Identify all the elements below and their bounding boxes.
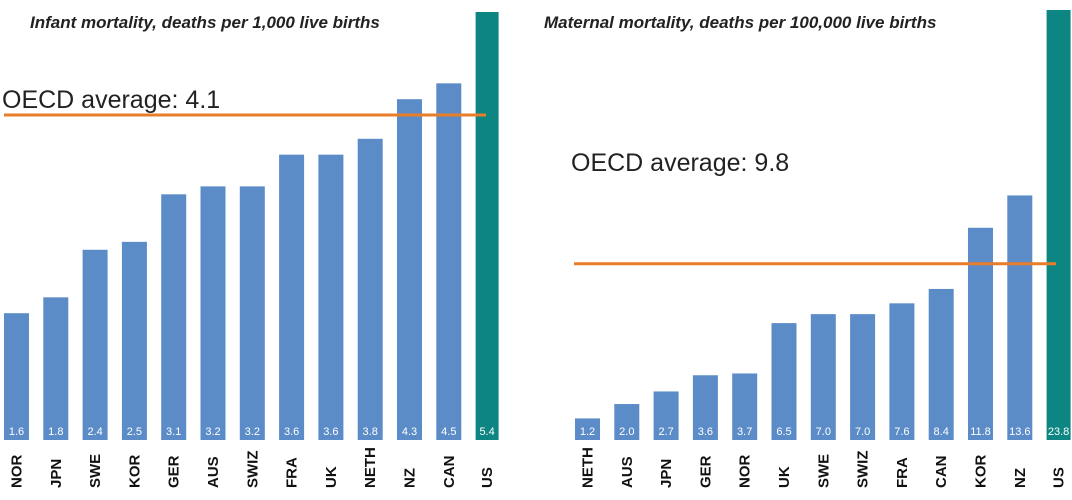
infant-bar-nor	[4, 313, 29, 440]
maternal-tick-nor: NOR	[737, 455, 754, 489]
infant-value-label-uk: 3.6	[323, 426, 338, 438]
infant-value-label-jpn: 1.8	[48, 426, 63, 438]
maternal-bar-swiz	[850, 314, 876, 440]
maternal-value-label-nz: 13.6	[1009, 426, 1030, 438]
maternal-tick-aus: AUS	[619, 456, 636, 488]
maternal-tick-jpn: JPN	[658, 459, 675, 488]
maternal-value-label-neth: 1.2	[580, 426, 595, 438]
maternal-tick-ger: GER	[697, 455, 714, 488]
maternal-value-label-swiz: 7.0	[855, 426, 870, 438]
maternal-value-label-jpn: 2.7	[658, 426, 673, 438]
infant-tick-ger: GER	[166, 455, 183, 488]
maternal-mortality-panel: Maternal mortality, deaths per 100,000 l…	[544, 10, 1071, 488]
infant-value-label-ger: 3.1	[166, 426, 181, 438]
infant-tick-uk: UK	[323, 466, 340, 488]
infant-bar-can	[436, 83, 462, 440]
infant-value-label-swe: 2.4	[87, 426, 102, 438]
infant-tick-nz: NZ	[402, 468, 419, 488]
infant-bar-neth	[357, 138, 383, 440]
maternal-tick-kor: KOR	[973, 455, 990, 489]
infant-bar-fra	[279, 154, 305, 440]
infant-tick-swiz: SWIZ	[244, 451, 261, 489]
infant-value-label-nor: 1.6	[9, 426, 24, 438]
maternal-bar-uk	[771, 323, 797, 440]
maternal-value-label-can: 8.4	[934, 426, 949, 438]
infant-tick-swe: SWE	[87, 454, 104, 488]
maternal-bar-us	[1046, 10, 1071, 440]
maternal-value-label-swe: 7.0	[816, 426, 831, 438]
infant-tick-neth: NETH	[362, 447, 379, 488]
infant-bar-uk	[318, 154, 344, 440]
maternal-value-label-fra: 7.6	[894, 426, 909, 438]
maternal-mortality-title: Maternal mortality, deaths per 100,000 l…	[544, 13, 936, 32]
maternal-tick-uk: UK	[776, 466, 793, 488]
maternal-tick-neth: NETH	[580, 447, 597, 488]
maternal-tick-swe: SWE	[815, 454, 832, 488]
maternal-bar-fra	[889, 303, 915, 440]
maternal-bar-neth	[575, 418, 600, 440]
infant-value-label-us: 5.4	[479, 426, 494, 438]
infant-bar-kor	[121, 241, 147, 440]
maternal-value-label-ger: 3.6	[698, 426, 713, 438]
infant-bar-us	[475, 12, 499, 440]
infant-bar-ger	[161, 194, 187, 440]
infant-value-label-can: 4.5	[441, 426, 456, 438]
infant-bar-aus	[200, 186, 226, 440]
infant-tick-us: US	[479, 467, 496, 488]
maternal-value-label-nor: 3.7	[737, 426, 752, 438]
maternal-value-label-aus: 2.0	[619, 426, 634, 438]
infant-value-label-kor: 2.5	[127, 426, 142, 438]
maternal-bar-nz	[1007, 195, 1033, 440]
maternal-oecd-average-label: OECD average: 9.8	[571, 149, 789, 177]
maternal-bar-ger	[692, 375, 718, 440]
maternal-bar-jpn	[653, 391, 679, 440]
infant-tick-fra: FRA	[284, 457, 301, 488]
maternal-bar-aus	[614, 404, 640, 440]
infant-value-label-neth: 3.8	[363, 426, 378, 438]
maternal-value-label-us: 23.8	[1048, 426, 1069, 438]
maternal-value-label-kor: 11.8	[970, 426, 991, 438]
maternal-bar-can	[928, 288, 954, 440]
infant-oecd-average-label: OECD average: 4.1	[2, 86, 220, 114]
infant-mortality-panel: Infant mortality, deaths per 1,000 live …	[2, 12, 499, 488]
maternal-tick-can: CAN	[933, 456, 950, 489]
infant-tick-nor: NOR	[9, 455, 26, 489]
maternal-bar-swe	[810, 314, 836, 440]
infant-bar-swiz	[239, 186, 265, 440]
maternal-value-label-uk: 6.5	[776, 426, 791, 438]
infant-tick-kor: KOR	[126, 455, 143, 489]
infant-value-label-nz: 4.3	[402, 426, 417, 438]
infant-value-label-swiz: 3.2	[245, 426, 260, 438]
maternal-tick-us: US	[1051, 467, 1068, 488]
infant-bar-swe	[82, 249, 108, 440]
maternal-bar-kor	[968, 227, 993, 440]
maternal-bar-nor	[732, 373, 758, 440]
infant-value-label-aus: 3.2	[205, 426, 220, 438]
maternal-tick-swiz: SWIZ	[855, 451, 872, 489]
maternal-tick-fra: FRA	[894, 457, 911, 488]
infant-tick-can: CAN	[441, 456, 458, 489]
infant-value-label-fra: 3.6	[284, 426, 299, 438]
infant-tick-jpn: JPN	[48, 459, 65, 488]
infant-bar-jpn	[43, 297, 69, 440]
infant-mortality-title: Infant mortality, deaths per 1,000 live …	[30, 13, 380, 32]
maternal-tick-nz: NZ	[1012, 468, 1029, 488]
infant-tick-aus: AUS	[205, 456, 222, 488]
infant-bar-nz	[397, 99, 422, 441]
